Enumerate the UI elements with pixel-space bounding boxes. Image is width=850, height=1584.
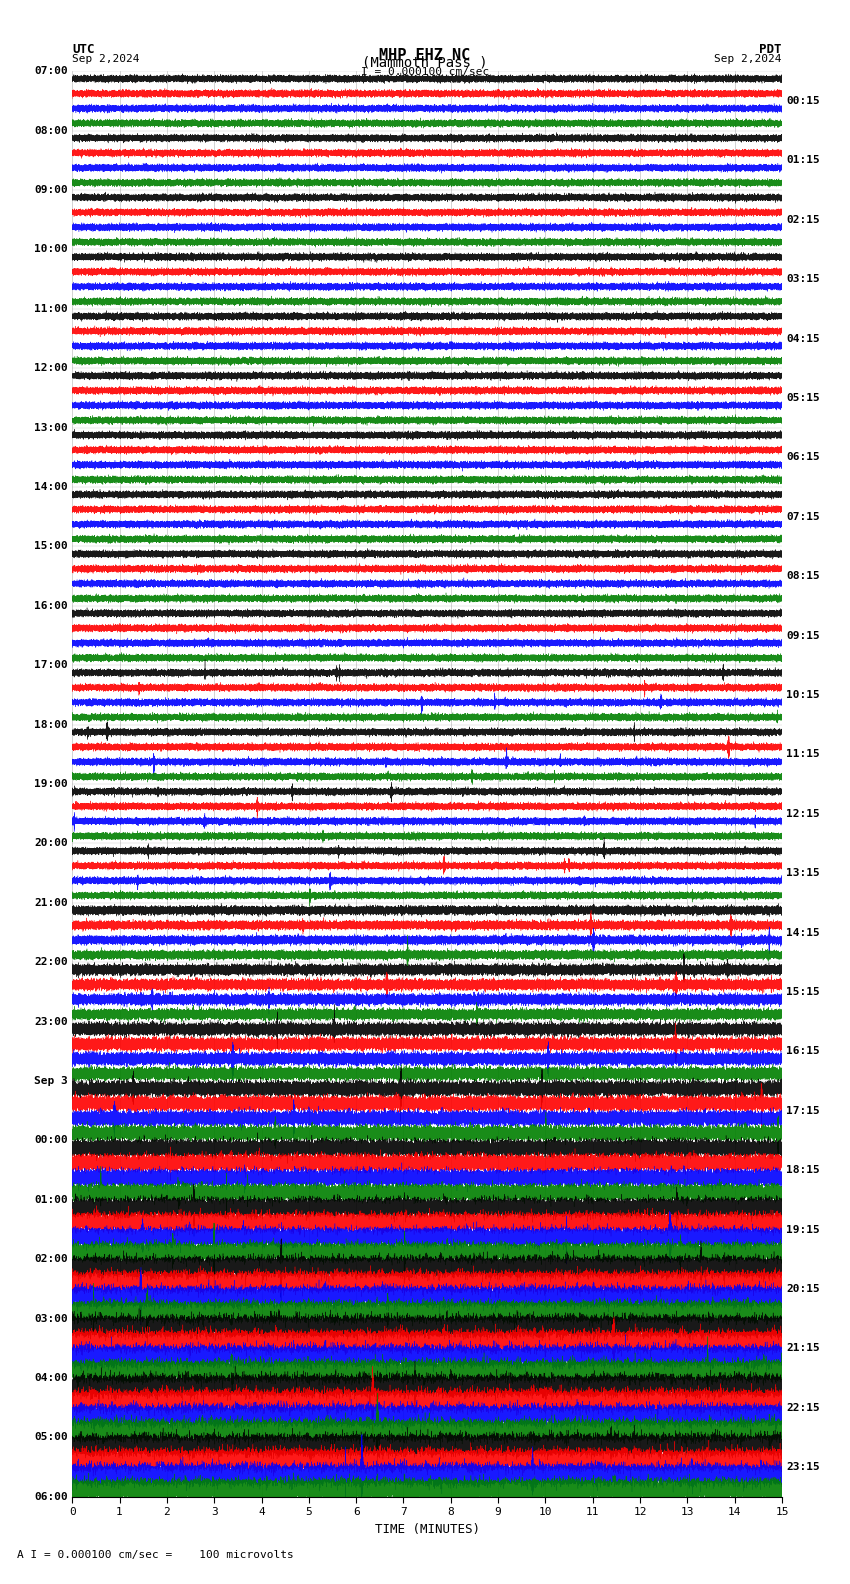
Text: (Mammoth Pass ): (Mammoth Pass ): [362, 55, 488, 70]
Text: 16:00: 16:00: [34, 600, 68, 611]
Text: I = 0.000100 cm/sec: I = 0.000100 cm/sec: [361, 67, 489, 76]
Text: 21:15: 21:15: [786, 1343, 820, 1353]
Text: Sep 3: Sep 3: [34, 1076, 68, 1087]
Text: 15:15: 15:15: [786, 987, 820, 996]
Text: 04:00: 04:00: [34, 1373, 68, 1383]
Text: 22:15: 22:15: [786, 1403, 820, 1413]
Text: 08:00: 08:00: [34, 125, 68, 136]
Text: 03:00: 03:00: [34, 1313, 68, 1324]
Text: 10:15: 10:15: [786, 691, 820, 700]
Text: 23:15: 23:15: [786, 1462, 820, 1472]
Text: 04:15: 04:15: [786, 334, 820, 344]
Text: 18:00: 18:00: [34, 719, 68, 730]
Text: 06:00: 06:00: [34, 1492, 68, 1502]
Text: 09:00: 09:00: [34, 185, 68, 195]
Text: MHP EHZ NC: MHP EHZ NC: [379, 48, 471, 62]
Text: 11:00: 11:00: [34, 304, 68, 314]
Text: 05:00: 05:00: [34, 1432, 68, 1443]
Text: 14:00: 14:00: [34, 482, 68, 493]
Text: 18:15: 18:15: [786, 1166, 820, 1175]
Text: 02:00: 02:00: [34, 1255, 68, 1264]
Text: 12:15: 12:15: [786, 809, 820, 819]
Text: 16:15: 16:15: [786, 1047, 820, 1057]
Text: 02:15: 02:15: [786, 215, 820, 225]
Text: 17:00: 17:00: [34, 661, 68, 670]
Text: 01:15: 01:15: [786, 155, 820, 165]
X-axis label: TIME (MINUTES): TIME (MINUTES): [375, 1522, 479, 1536]
Text: 07:00: 07:00: [34, 67, 68, 76]
Text: 19:15: 19:15: [786, 1224, 820, 1234]
Text: 00:15: 00:15: [786, 97, 820, 106]
Text: 13:00: 13:00: [34, 423, 68, 432]
Text: 11:15: 11:15: [786, 749, 820, 759]
Text: 22:00: 22:00: [34, 957, 68, 968]
Text: 17:15: 17:15: [786, 1106, 820, 1115]
Text: 15:00: 15:00: [34, 542, 68, 551]
Text: 20:15: 20:15: [786, 1285, 820, 1294]
Text: 03:15: 03:15: [786, 274, 820, 284]
Text: 06:15: 06:15: [786, 453, 820, 463]
Text: 07:15: 07:15: [786, 512, 820, 521]
Text: 08:15: 08:15: [786, 572, 820, 581]
Text: 09:15: 09:15: [786, 630, 820, 640]
Text: UTC: UTC: [72, 43, 94, 55]
Text: Sep 2,2024: Sep 2,2024: [715, 54, 782, 63]
Text: 10:00: 10:00: [34, 244, 68, 255]
Text: 05:15: 05:15: [786, 393, 820, 402]
Text: 14:15: 14:15: [786, 928, 820, 938]
Text: 01:00: 01:00: [34, 1194, 68, 1205]
Text: 12:00: 12:00: [34, 363, 68, 374]
Text: A I = 0.000100 cm/sec =    100 microvolts: A I = 0.000100 cm/sec = 100 microvolts: [17, 1551, 294, 1560]
Text: 00:00: 00:00: [34, 1136, 68, 1145]
Text: 23:00: 23:00: [34, 1017, 68, 1026]
Text: Sep 2,2024: Sep 2,2024: [72, 54, 139, 63]
Text: 19:00: 19:00: [34, 779, 68, 789]
Text: 21:00: 21:00: [34, 898, 68, 908]
Text: 13:15: 13:15: [786, 868, 820, 878]
Text: 20:00: 20:00: [34, 838, 68, 849]
Text: PDT: PDT: [760, 43, 782, 55]
